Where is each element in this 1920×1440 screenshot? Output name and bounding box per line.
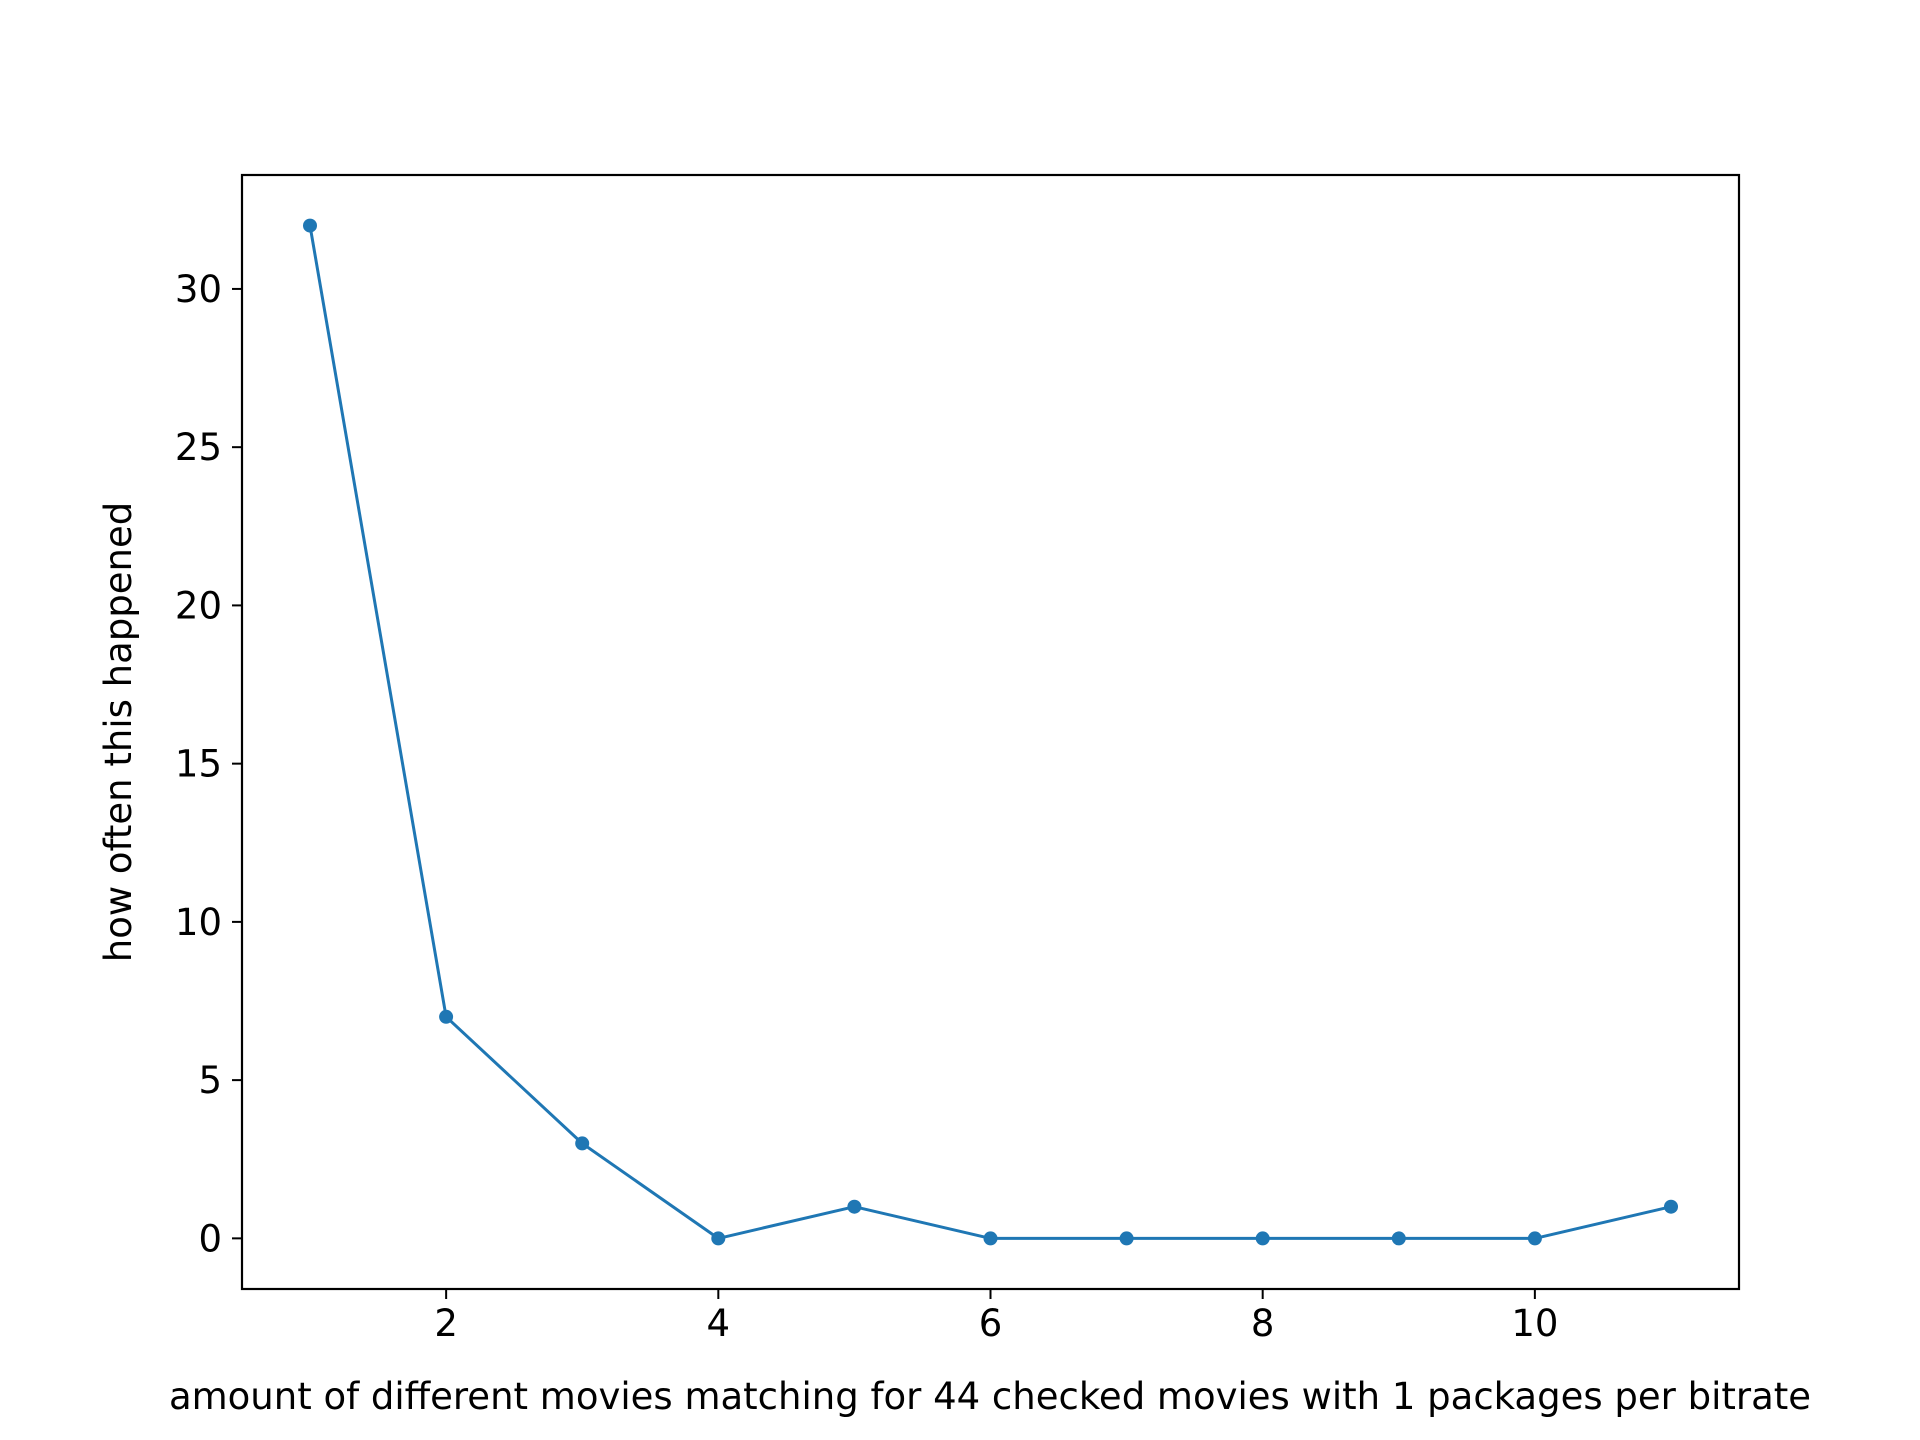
y-tick-label-0: 0 — [198, 1217, 222, 1260]
data-point-1 — [303, 218, 317, 233]
data-point-5 — [847, 1199, 862, 1214]
data-point-9 — [1391, 1231, 1406, 1246]
plot-layer — [303, 218, 1678, 1246]
x-axis-ticks: 2 4 6 8 10 — [434, 1289, 1558, 1345]
x-tick-label-6: 6 — [979, 1302, 1003, 1345]
data-point-3 — [575, 1136, 590, 1151]
y-axis-label: how often this happened — [97, 502, 140, 962]
data-point-4 — [711, 1231, 726, 1246]
y-tick-label-30: 30 — [175, 268, 222, 311]
data-point-6 — [983, 1231, 998, 1246]
x-axis-label: amount of different movies matching for … — [169, 1375, 1811, 1418]
y-axis-ticks: 0 5 10 15 20 25 30 — [175, 268, 242, 1260]
x-tick-label-2: 2 — [434, 1302, 458, 1345]
y-tick-label-5: 5 — [198, 1059, 222, 1102]
x-tick-label-8: 8 — [1251, 1302, 1275, 1345]
data-point-8 — [1255, 1231, 1270, 1246]
data-point-10 — [1527, 1231, 1542, 1246]
x-tick-label-10: 10 — [1511, 1302, 1558, 1345]
x-tick-label-4: 4 — [707, 1302, 731, 1345]
y-tick-label-25: 25 — [175, 426, 222, 469]
y-tick-label-15: 15 — [175, 743, 222, 786]
data-point-2 — [439, 1009, 454, 1024]
data-point-7 — [1119, 1231, 1134, 1246]
data-point-11 — [1664, 1199, 1678, 1214]
y-tick-label-10: 10 — [175, 901, 222, 944]
y-tick-label-20: 20 — [175, 584, 222, 627]
